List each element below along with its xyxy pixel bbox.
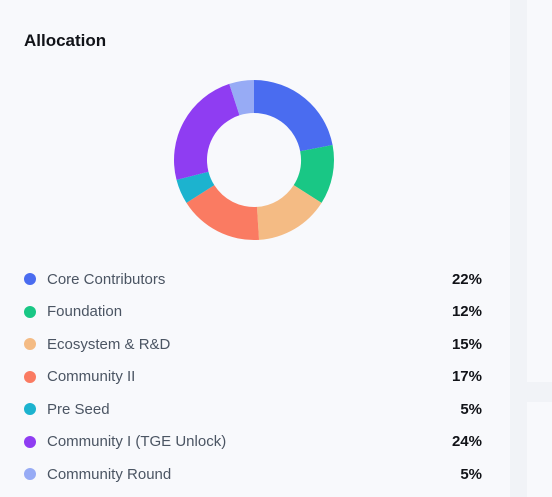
legend-swatch bbox=[24, 370, 36, 383]
legend-item: Community Round 5% bbox=[24, 458, 484, 491]
donut-slice-core-contributors[interactable] bbox=[254, 80, 333, 152]
legend-swatch bbox=[24, 305, 36, 318]
legend-label: Community Round bbox=[47, 465, 172, 483]
legend-label: Ecosystem & R&D bbox=[47, 335, 171, 353]
legend-value: 24% bbox=[451, 433, 482, 451]
card-title: Allocation bbox=[24, 31, 107, 50]
legend-item: Foundation 12% bbox=[24, 296, 484, 329]
legend-item: Ecosystem & R&D 15% bbox=[24, 328, 484, 361]
legend-value: 22% bbox=[451, 270, 482, 288]
legend-value: 17% bbox=[451, 368, 482, 386]
legend-label: Core Contributors bbox=[47, 270, 166, 288]
donut-slice-community-round[interactable] bbox=[229, 80, 254, 116]
donut-slice-pre-seed[interactable] bbox=[176, 171, 215, 203]
legend-label: Foundation bbox=[47, 303, 123, 321]
legend-item: Core Contributors 22% bbox=[24, 263, 484, 296]
legend-value: 5% bbox=[460, 465, 482, 483]
legend-swatch bbox=[24, 435, 36, 448]
legend-label: Community I (TGE Unlock) bbox=[47, 433, 227, 451]
legend-value: 15% bbox=[451, 335, 482, 353]
legend-swatch bbox=[24, 273, 36, 286]
donut-slice-community-i-tge-unlock[interactable] bbox=[174, 83, 240, 180]
allocation-card: Allocation Core Contributors 22% Foundatio… bbox=[24, 31, 484, 491]
legend-label: Community II bbox=[47, 368, 136, 386]
adjacent-panel-edge-lower bbox=[527, 402, 552, 497]
donut-slices bbox=[174, 80, 334, 240]
legend-label: Pre Seed bbox=[47, 400, 110, 418]
legend-swatch bbox=[24, 468, 36, 481]
donut-slice-ecosystem-r-d[interactable] bbox=[256, 185, 322, 240]
donut-slice-community-ii[interactable] bbox=[186, 185, 260, 240]
legend-item: Pre Seed 5% bbox=[24, 393, 484, 426]
legend-swatch bbox=[24, 338, 36, 351]
allocation-donut-chart bbox=[174, 80, 334, 240]
legend-swatch bbox=[24, 403, 36, 416]
donut-slice-foundation[interactable] bbox=[293, 145, 334, 203]
legend-value: 12% bbox=[451, 303, 482, 321]
legend-item: Community II 17% bbox=[24, 361, 484, 394]
legend-item: Community I (TGE Unlock) 24% bbox=[24, 426, 484, 459]
legend-value: 5% bbox=[460, 400, 482, 418]
adjacent-panel-edge bbox=[527, 0, 552, 382]
allocation-legend: Core Contributors 22% Foundation 12% Ecosyst… bbox=[24, 263, 484, 491]
